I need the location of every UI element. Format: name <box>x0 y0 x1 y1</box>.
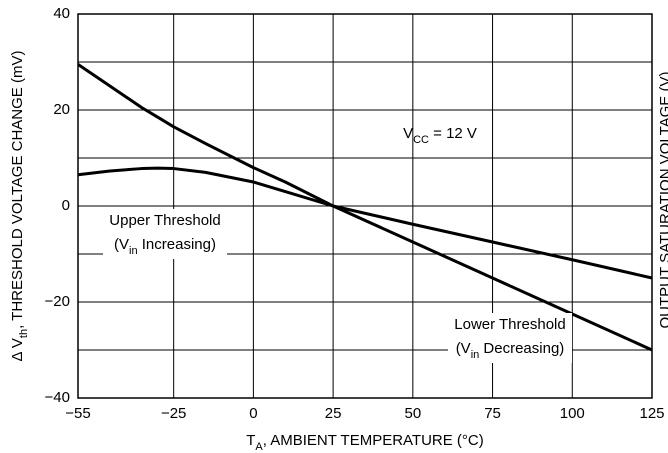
series-label: Upper Threshold <box>109 212 220 229</box>
plot-frame <box>77 13 653 399</box>
y-tick-label: 40 <box>53 5 70 22</box>
x-axis-label-part: T <box>246 432 255 449</box>
x-axis-label: TA, AMBIENT TEMPERATURE (°C) <box>246 432 484 453</box>
x-tick-label: 50 <box>404 405 421 422</box>
x-axis-label-part: , AMBIENT TEMPERATURE (°C) <box>263 432 484 449</box>
annotation-part: = 12 V <box>429 125 477 142</box>
label-background <box>448 313 572 363</box>
y-axis-label-part: th <box>18 329 30 338</box>
series-label-part: Decreasing) <box>479 340 564 357</box>
y-axis-label-part: Δ V <box>9 338 26 361</box>
annotation: VCC = 12 V <box>403 125 477 146</box>
label-background <box>103 209 227 259</box>
y-tick-label: 20 <box>53 101 70 118</box>
series-label: (Vin Decreasing) <box>456 340 565 361</box>
series-label-part: in <box>471 349 480 361</box>
x-tick-label: 0 <box>249 405 257 422</box>
x-axis-label-part: A <box>255 441 263 453</box>
series-line <box>77 63 653 352</box>
series-label-part: (V <box>456 340 471 357</box>
x-tick-label: −25 <box>161 405 186 422</box>
annotation-part: CC <box>413 134 429 146</box>
x-tick-label: 125 <box>639 405 664 422</box>
y-axis-label-part: , THRESHOLD VOLTAGE CHANGE (mV) <box>9 51 26 329</box>
series-line <box>77 166 653 280</box>
y-tick-label: −20 <box>45 293 70 310</box>
series-label-part: in <box>129 245 138 257</box>
y-axis-label: Δ Vth, THRESHOLD VOLTAGE CHANGE (mV) <box>9 51 30 362</box>
y2-axis-label: OUTPUT SATURATION VOLTAGE (V) <box>657 72 668 329</box>
y-tick-label: 0 <box>62 197 70 214</box>
series-label-part: Upper Threshold <box>109 212 220 229</box>
x-tick-label: 100 <box>560 405 585 422</box>
series-label-part: Increasing) <box>138 236 216 253</box>
series-label-part: (V <box>114 236 129 253</box>
y-tick-label: −40 <box>45 389 70 406</box>
series-label-part: Lower Threshold <box>454 316 565 333</box>
series-label: (Vin Increasing) <box>114 236 216 257</box>
annotation-part: V <box>403 125 413 142</box>
x-tick-label: 25 <box>325 405 342 422</box>
x-tick-label: 75 <box>484 405 501 422</box>
series-label: Lower Threshold <box>454 316 565 333</box>
x-tick-label: −55 <box>65 405 90 422</box>
